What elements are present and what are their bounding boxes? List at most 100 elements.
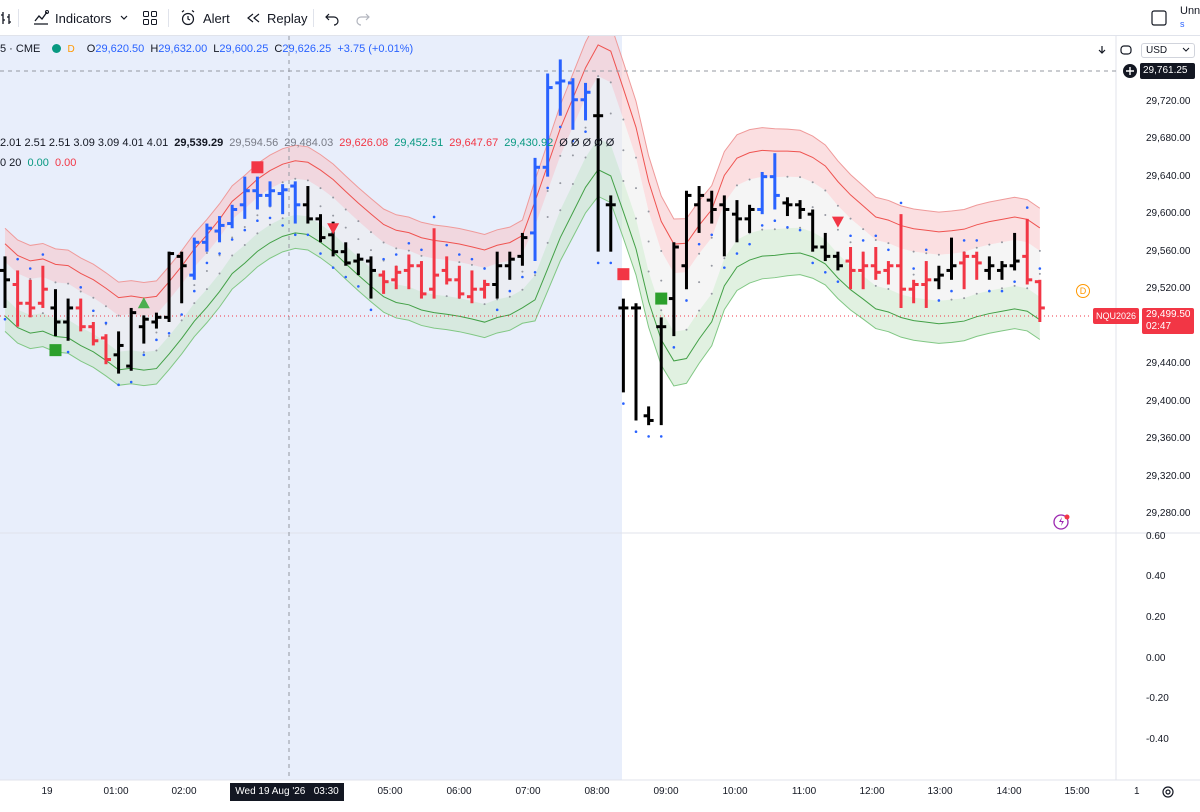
upper-dot: [546, 190, 549, 193]
time-axis-label: 07:00: [515, 786, 541, 797]
alert-button[interactable]: Alert: [179, 0, 230, 36]
upper-dot: [824, 189, 827, 192]
sar-dot: [924, 248, 928, 252]
mid-dot: [698, 281, 701, 284]
layout-name[interactable]: Unn s: [1180, 5, 1200, 30]
sar-dot: [1000, 289, 1004, 293]
osc-scale-label: -0.20: [1146, 693, 1169, 704]
chart-type-icon[interactable]: [0, 0, 12, 36]
indicators-button[interactable]: Indicators: [32, 0, 111, 36]
high-value: 29,632.00: [158, 43, 208, 55]
lower-dot: [41, 312, 44, 315]
undo-icon: [325, 13, 339, 26]
sar-dot: [849, 234, 852, 238]
undo-button[interactable]: [324, 0, 340, 36]
lower-dot: [256, 232, 259, 235]
mid-dot: [559, 182, 562, 185]
osc-scale-label: 0.20: [1146, 612, 1166, 623]
sar-dot: [887, 248, 890, 252]
sar-dot: [950, 289, 953, 293]
time-axis-label: 08:00: [584, 786, 610, 797]
sar-dot: [697, 242, 701, 246]
lower-dot: [685, 328, 688, 331]
lower-dot: [1026, 287, 1029, 290]
ohlc-bar: [88, 322, 99, 346]
time-axis-label: 14:00: [996, 786, 1022, 797]
upper-dot: [344, 208, 347, 211]
symbol-legend[interactable]: 5 · CME D O29,620.50 H29,632.00 L29,600.…: [0, 43, 414, 55]
session-marker[interactable]: D: [1076, 284, 1090, 298]
time-axis-label: 02:00: [171, 786, 197, 797]
indicator-legend[interactable]: 2.01 2.51 2.51 3.09 3.09 4.01 4.01 29,53…: [0, 137, 615, 149]
sar-dot: [458, 253, 461, 256]
signal-triangle-down: [831, 216, 844, 228]
time-axis-scale[interactable]: 1: [1134, 786, 1140, 797]
download-icon[interactable]: [1096, 44, 1108, 56]
upper-dot: [559, 154, 562, 157]
add-plus-icon[interactable]: [1122, 63, 1138, 79]
open-value: 29,620.50: [95, 43, 145, 55]
sync-icon[interactable]: [1119, 43, 1133, 57]
ohlc-bar: [454, 265, 465, 299]
ohlc-bar: [403, 254, 414, 290]
templates-button[interactable]: [141, 0, 159, 36]
mid-dot: [193, 284, 196, 287]
ohlc-bar: [504, 251, 515, 280]
sar-dot: [218, 252, 221, 255]
sar-dot: [41, 253, 45, 256]
lower-dot: [773, 228, 776, 231]
mid-dot: [1038, 272, 1041, 275]
ohlc-bar: [795, 200, 806, 219]
upper-dot: [925, 252, 928, 255]
indicator-params: 2.01 2.51 2.51 3.09 3.09 4.01 4.01: [0, 137, 169, 149]
upper-dot: [458, 261, 461, 264]
upper-dot: [420, 254, 423, 257]
ohlc-bar: [694, 186, 705, 233]
oscillator-legend[interactable]: 0 20 0.00 0.00: [0, 157, 77, 169]
alert-label: Alert: [203, 10, 230, 26]
ohlc-bar: [37, 265, 48, 308]
lightning-icon[interactable]: [1052, 512, 1072, 532]
mid-dot: [710, 264, 713, 267]
ohlc-bar: [542, 73, 553, 177]
ohlc-bar: [706, 190, 717, 224]
sar-dot: [824, 271, 827, 274]
ohlc-bar: [996, 261, 1007, 280]
upper-dot: [205, 252, 208, 255]
mid-dot: [319, 205, 322, 208]
sar-dot: [3, 317, 7, 321]
mid-dot: [369, 249, 372, 252]
redo-button[interactable]: [355, 0, 371, 36]
sar-dot: [205, 261, 209, 265]
sar-dot: [420, 248, 423, 252]
upper-dot: [319, 187, 322, 190]
price-scale-label: 29,280.00: [1146, 508, 1191, 520]
ohlc-bar: [239, 176, 250, 219]
symbol-exchange[interactable]: 5 · CME: [0, 43, 41, 55]
indicators-dropdown[interactable]: [119, 0, 129, 36]
upper-dot: [698, 252, 701, 255]
price-chart[interactable]: [0, 36, 1200, 812]
lower-dot: [975, 292, 978, 295]
sar-dot: [710, 233, 714, 237]
mid-dot: [912, 273, 915, 276]
upper-dot: [332, 196, 335, 199]
replay-button[interactable]: Replay: [245, 0, 307, 36]
osc-scale-label: 0.60: [1146, 531, 1166, 542]
grid-icon: [143, 11, 157, 25]
sar-dot: [988, 289, 991, 293]
lower-dot: [231, 254, 234, 257]
lower-dot: [534, 274, 537, 277]
ohlc-bar: [984, 256, 995, 280]
price-scale-label: 29,640.00: [1146, 170, 1191, 182]
sar-dot: [382, 257, 385, 261]
lower-dot: [950, 298, 953, 301]
layout-checkbox[interactable]: [1150, 0, 1168, 36]
upper-dot: [281, 181, 284, 184]
sar-dot: [142, 353, 146, 357]
sar-dot: [357, 285, 360, 288]
price-bars: [0, 59, 1045, 426]
sar-dot: [659, 435, 663, 438]
currency-select[interactable]: USD: [1141, 42, 1195, 58]
settings-gear-icon[interactable]: [1160, 784, 1176, 800]
